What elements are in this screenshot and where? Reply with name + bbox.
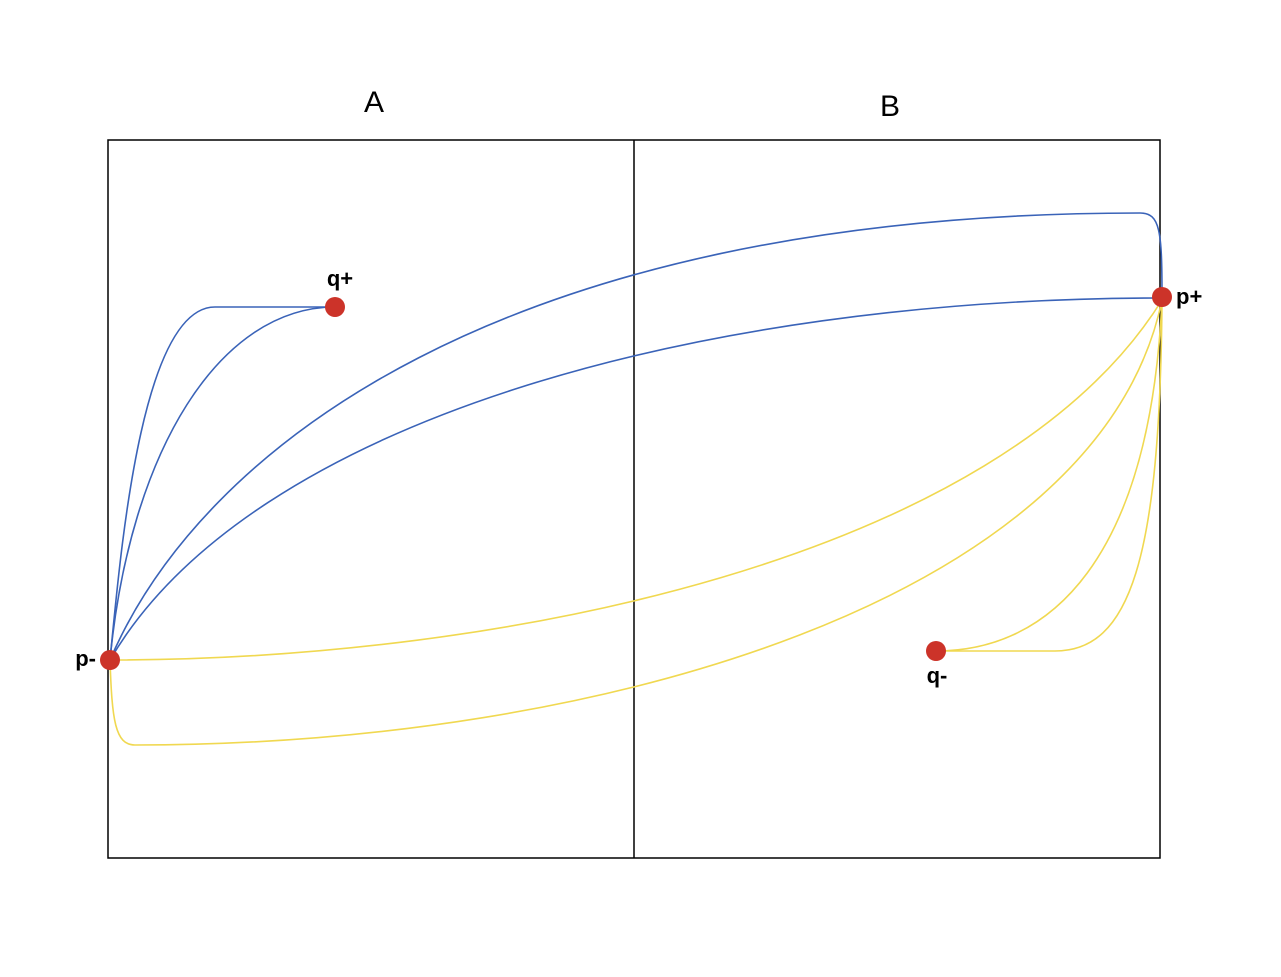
node-label: p+	[1176, 284, 1202, 309]
curve	[109, 212, 1163, 661]
curve	[109, 297, 1163, 661]
node-label: q+	[327, 266, 353, 291]
node	[325, 297, 345, 317]
region-label: A	[364, 86, 384, 119]
node-label: q-	[927, 663, 948, 688]
region-label: B	[880, 90, 900, 123]
curve	[109, 306, 336, 661]
curve	[109, 306, 335, 661]
curve	[936, 299, 1163, 652]
curve	[935, 299, 1163, 652]
node	[1152, 287, 1172, 307]
node-label: p-	[75, 646, 96, 671]
curve	[109, 299, 1163, 746]
curve	[109, 299, 1163, 661]
node	[100, 650, 120, 670]
node	[926, 641, 946, 661]
